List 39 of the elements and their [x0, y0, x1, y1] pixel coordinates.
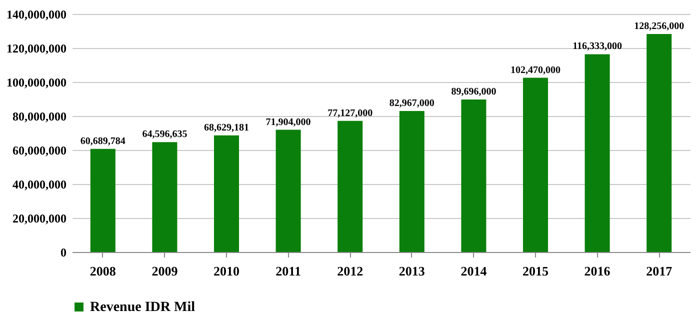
- y-tick-label: 100,000,000: [6, 76, 66, 90]
- y-tick-label: 140,000,000: [6, 8, 66, 22]
- x-tick-label: 2011: [276, 264, 301, 278]
- x-tick-label: 2015: [522, 264, 549, 278]
- data-label: 77,127,000: [328, 108, 373, 119]
- y-tick-label: 120,000,000: [6, 42, 66, 56]
- x-tick-label: 2009: [152, 264, 178, 278]
- y-tick-label: 0: [60, 246, 66, 260]
- bar: [214, 135, 240, 252]
- data-label: 82,967,000: [389, 98, 434, 109]
- bar: [584, 54, 610, 252]
- data-label: 116,333,000: [572, 41, 622, 52]
- y-tick-label: 20,000,000: [12, 212, 66, 226]
- legend-label: Revenue IDR Mil: [90, 300, 196, 315]
- bar: [276, 130, 301, 252]
- x-tick-label: 2008: [90, 264, 116, 278]
- y-tick-label: 40,000,000: [12, 178, 66, 192]
- bar: [338, 120, 363, 252]
- data-label: 68,629,181: [204, 122, 249, 134]
- bar: [461, 100, 486, 252]
- data-label: 89,696,000: [451, 86, 496, 98]
- data-label: 64,596,635: [142, 129, 188, 140]
- data-label: 60,689,784: [80, 136, 126, 147]
- data-label: 128,256,000: [634, 20, 684, 32]
- data-label: 71,904,000: [266, 116, 311, 128]
- x-tick-label: 2017: [646, 264, 673, 278]
- bar: [646, 34, 672, 252]
- data-label: 102,470,000: [510, 64, 560, 76]
- y-tick-label: 60,000,000: [12, 144, 66, 158]
- y-tick-label: 80,000,000: [12, 110, 66, 124]
- bar: [399, 110, 424, 252]
- x-tick-label: 2013: [398, 264, 426, 278]
- x-tick-label: 2012: [337, 264, 364, 278]
- x-tick-label: 2016: [584, 264, 611, 278]
- bar: [152, 142, 178, 252]
- x-tick-label: 2010: [214, 264, 240, 278]
- bar: [522, 78, 548, 252]
- x-tick-label: 2014: [460, 264, 488, 278]
- bar: [90, 148, 116, 252]
